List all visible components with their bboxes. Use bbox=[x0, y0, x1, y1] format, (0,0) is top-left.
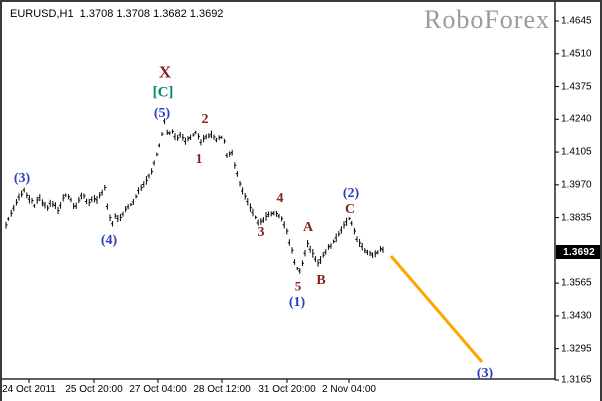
wave-label-5: (5) bbox=[153, 106, 171, 121]
wave-label-3: 3 bbox=[257, 225, 265, 240]
x-axis-label: 25 Oct 20:00 bbox=[65, 384, 123, 395]
chart-title: EURUSD,H1 1.3708 1.3708 1.3682 1.3692 bbox=[10, 8, 224, 20]
y-axis-label: 1.3970 bbox=[561, 179, 592, 191]
broker-logo: RoboForex bbox=[424, 5, 550, 34]
wave-label-2: 2 bbox=[201, 112, 209, 127]
y-axis-label: 1.4375 bbox=[561, 81, 592, 93]
wave-label-C: [C] bbox=[152, 84, 174, 101]
wave-label-3: (3) bbox=[13, 171, 31, 186]
wave-label-B: B bbox=[316, 273, 326, 288]
wave-label-X: X bbox=[158, 62, 172, 82]
x-axis-label: 27 Oct 04:00 bbox=[129, 384, 187, 395]
wave-label-5: 5 bbox=[294, 278, 302, 294]
y-axis-label: 1.3165 bbox=[561, 374, 592, 386]
y-axis-label: 1.3565 bbox=[561, 277, 592, 289]
wave-label-3: (3) bbox=[476, 366, 494, 381]
x-axis-label: 28 Oct 12:00 bbox=[193, 384, 251, 395]
x-axis-label: 2 Nov 04:00 bbox=[322, 384, 376, 395]
wave-label-4: (4) bbox=[100, 233, 118, 248]
wave-label-1: 1 bbox=[195, 152, 203, 167]
x-axis-label: 31 Oct 20:00 bbox=[258, 384, 316, 395]
current-price-tag: 1.3692 bbox=[556, 245, 600, 259]
y-axis-label: 1.4105 bbox=[561, 146, 592, 158]
y-axis-label: 1.4645 bbox=[561, 15, 592, 27]
y-axis-label: 1.3295 bbox=[561, 343, 592, 355]
wave-label-A: A bbox=[302, 220, 314, 235]
y-axis-label: 1.3430 bbox=[561, 310, 592, 322]
x-axis-label: 24 Oct 2011 bbox=[2, 384, 56, 395]
wave-label-C: C bbox=[344, 202, 356, 217]
y-axis-label: 1.4240 bbox=[561, 113, 592, 125]
y-axis-label: 1.4510 bbox=[561, 48, 592, 60]
wave-label-2: (2) bbox=[342, 186, 360, 201]
wave-label-1: (1) bbox=[288, 295, 306, 310]
y-axis-label: 1.3835 bbox=[561, 212, 592, 224]
wave-label-4: 4 bbox=[276, 191, 284, 206]
